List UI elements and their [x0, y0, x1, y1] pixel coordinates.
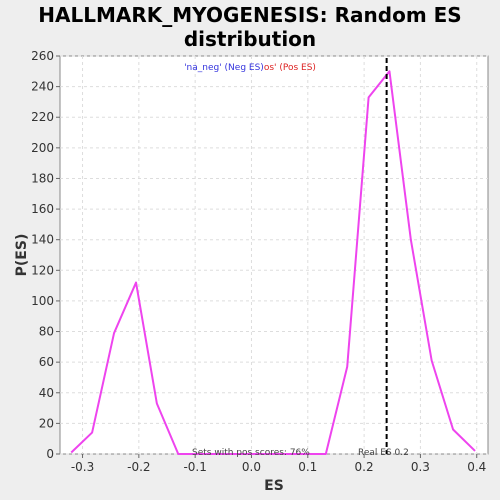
- y-tick-label: 180: [31, 171, 54, 185]
- y-tick-label: 60: [39, 355, 54, 369]
- legend-pos-entry: os' (Pos ES): [264, 63, 316, 73]
- chart-title-line-2: distribution: [184, 27, 316, 51]
- series-line: [70, 70, 476, 455]
- y-axis-label: P(ES): [14, 234, 30, 277]
- x-tick-label: -0.1: [183, 460, 206, 474]
- y-tick-label: 240: [31, 80, 54, 94]
- legend-neg-entry: 'na_neg' (Neg ES): [184, 63, 264, 73]
- y-tick-label: 100: [31, 294, 54, 308]
- x-axis: -0.3 -0.2 -0.1 0.0 0.1 0.2 0.3 0.4: [71, 454, 486, 474]
- chart-title-line-1: HALLMARK_MYOGENESIS: Random ES: [38, 3, 461, 27]
- y-tick-label: 220: [31, 110, 54, 124]
- real-es-label: Real ES 0.2: [358, 448, 409, 458]
- y-tick-label: 140: [31, 233, 54, 247]
- legend: 'na_neg' (Neg ES)os' (Pos ES): [184, 63, 316, 73]
- y-tick-label: 40: [39, 386, 54, 400]
- y-tick-label: 260: [31, 49, 54, 63]
- x-tick-label: 0.4: [467, 460, 486, 474]
- y-tick-label: 120: [31, 263, 54, 277]
- y-tick-label: 160: [31, 202, 54, 216]
- x-tick-label: -0.3: [71, 460, 94, 474]
- y-tick-label: 80: [39, 325, 54, 339]
- x-tick-label: -0.2: [127, 460, 150, 474]
- x-tick-label: 0.2: [355, 460, 374, 474]
- y-tick-label: 20: [39, 416, 54, 430]
- y-axis: 0 20 40 60 80 100 120 140 160 180 200 220 240 260: [31, 49, 60, 461]
- plot-area: [59, 55, 489, 455]
- x-tick-label: 0.1: [298, 460, 317, 474]
- x-tick-label: 0.3: [411, 460, 430, 474]
- y-tick-label: 200: [31, 141, 54, 155]
- pos-scores-annotation: Sets with pos scores: 76%: [192, 448, 310, 458]
- series-layer: [70, 70, 476, 455]
- y-tick-label: 0: [46, 447, 54, 461]
- x-tick-label: 0.0: [242, 460, 261, 474]
- x-axis-label: ES: [264, 478, 284, 494]
